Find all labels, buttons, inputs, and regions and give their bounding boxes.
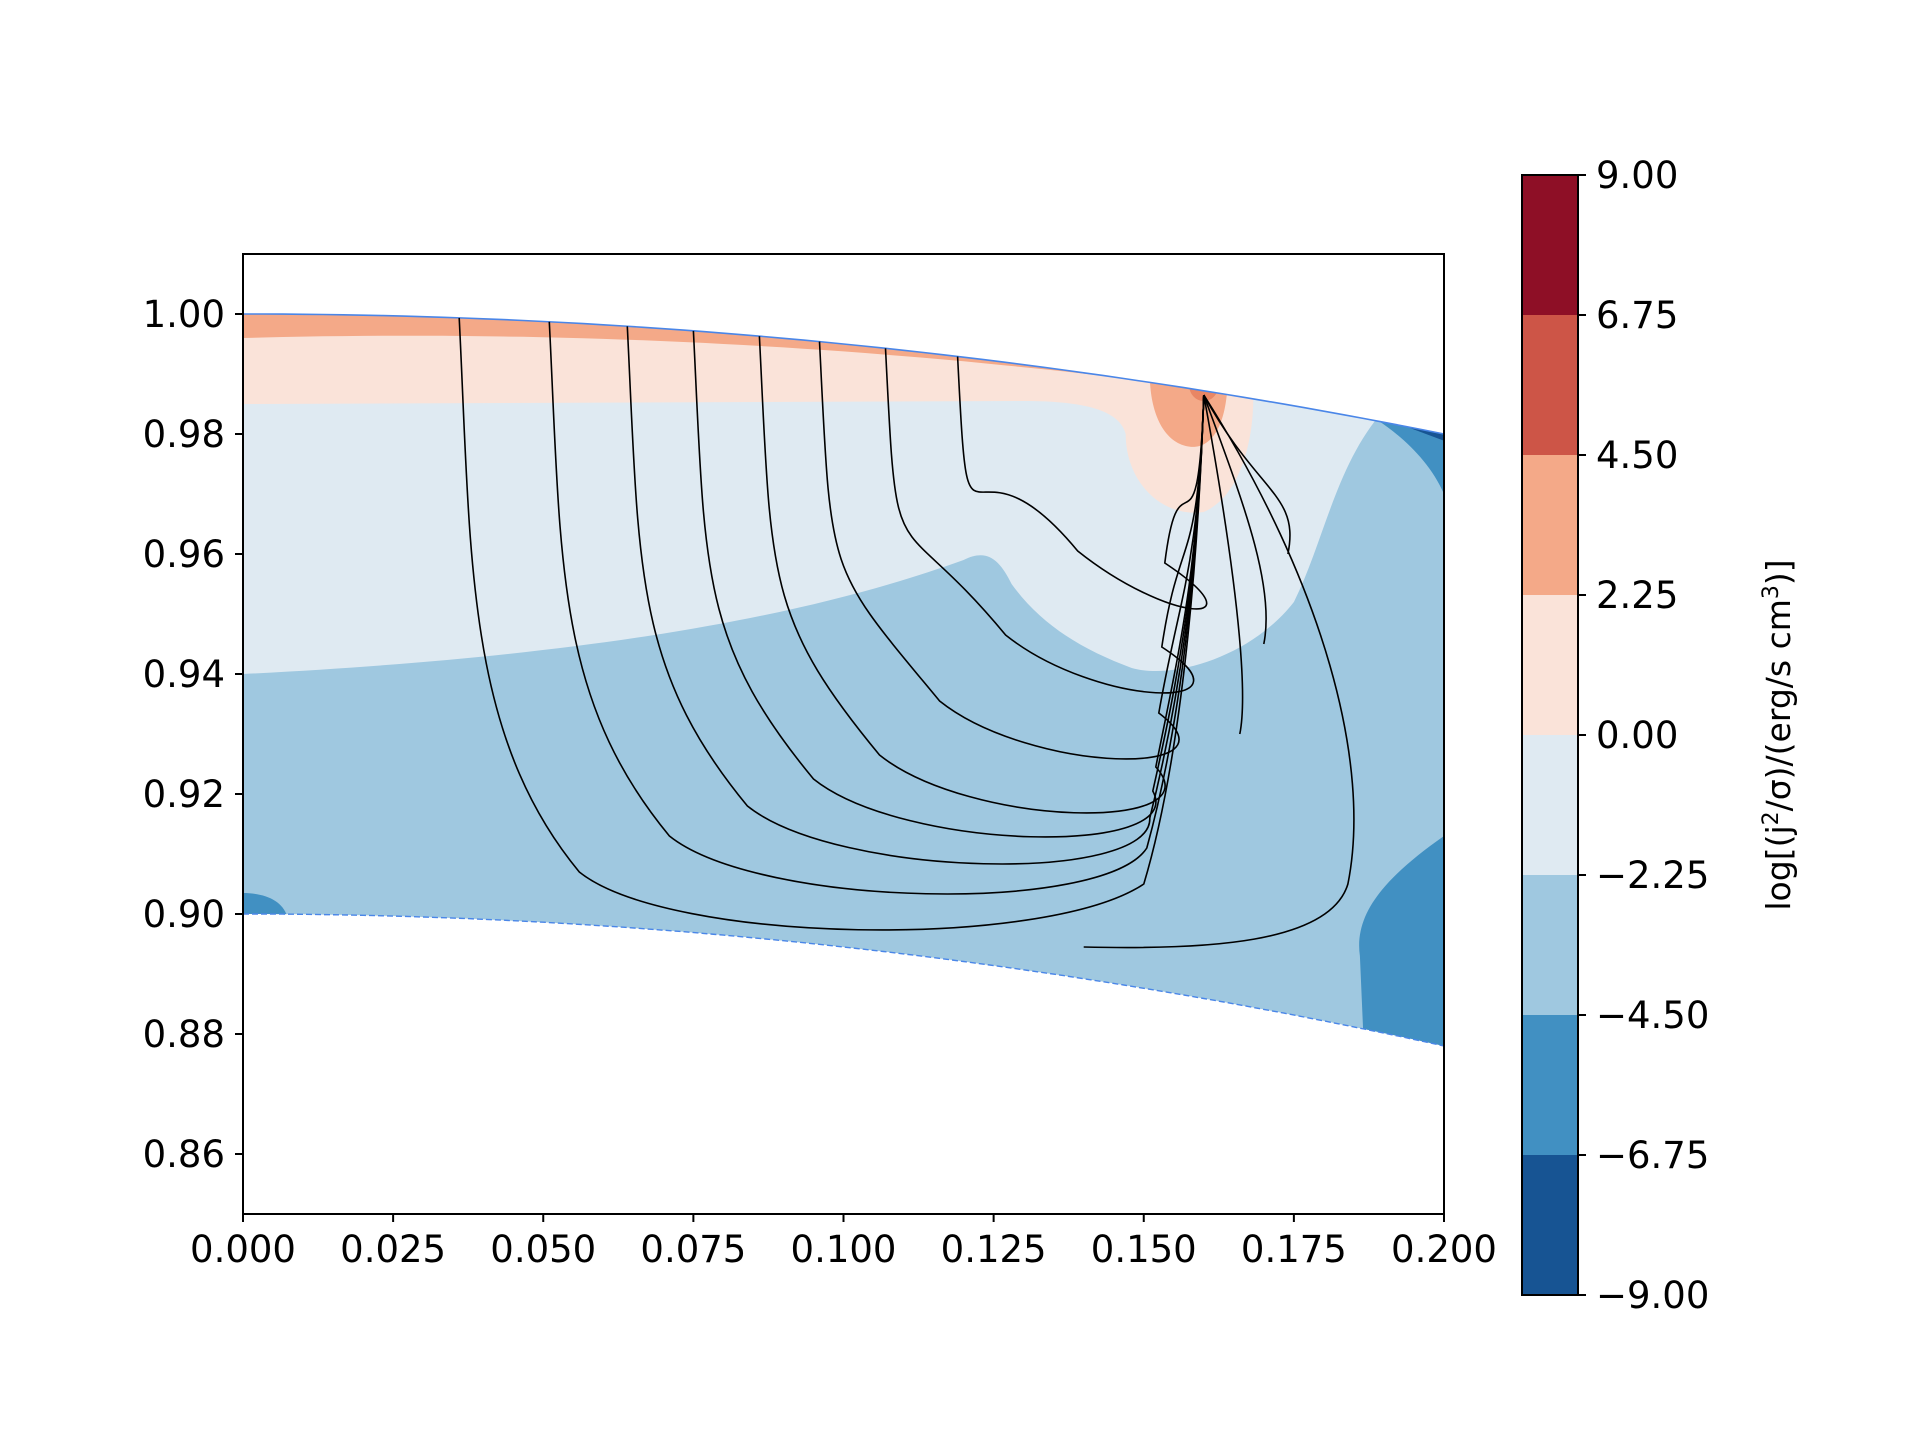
plot-area: [242, 253, 1445, 1215]
field-line: [758, 336, 1205, 814]
y-tick-label: 1.00: [143, 293, 225, 336]
colorbar-band: [1522, 595, 1578, 736]
colorbar-tick-label: 6.75: [1596, 294, 1678, 337]
field-lines: [458, 317, 1355, 949]
x-tick-label: 0.075: [640, 1228, 746, 1271]
colorbar-band: [1522, 735, 1578, 876]
field-line: [1083, 394, 1355, 949]
inner-boundary-line: [243, 913, 1445, 1047]
field-line: [692, 330, 1205, 838]
colorbar-band: [1522, 315, 1578, 456]
x-tick-label: 0.125: [941, 1228, 1047, 1271]
colorbar-tick-label: −2.25: [1596, 854, 1709, 897]
x-tick-label: 0.100: [791, 1228, 897, 1271]
y-tick-label: 0.88: [143, 1013, 225, 1056]
colorbar-tick-label: 4.50: [1596, 434, 1678, 477]
colorbar-band: [1522, 1155, 1578, 1296]
field-line: [1203, 394, 1267, 645]
y-axis: 0.86 0.88 0.90 0.92 0.94 0.96 0.98 1.00: [143, 293, 243, 1176]
field-line: [1203, 394, 1291, 555]
colorbar-band: [1522, 875, 1578, 1016]
colorbar-label: log[(j2/σ)/(erg/s cm3)]: [1759, 559, 1799, 910]
y-tick-label: 0.92: [143, 773, 225, 816]
colorbar-tick-label: 2.25: [1596, 574, 1678, 617]
colorbar-tick-label: −6.75: [1596, 1134, 1709, 1177]
x-tick-label: 0.050: [490, 1228, 596, 1271]
field-line: [458, 317, 1205, 931]
field-line: [818, 341, 1205, 760]
contour-fill: [243, 314, 1444, 1046]
outer-boundary-line: [243, 313, 1445, 435]
y-tick-label: 0.86: [143, 1133, 225, 1176]
colorbar: 9.00 6.75 4.50 2.25 0.00 −2.25 −4.50 −6.75 −9.00…: [1521, 154, 1799, 1317]
field-line: [956, 356, 1208, 610]
contour-region-left-blob: [243, 893, 288, 920]
x-tick-label: 0.200: [1391, 1228, 1497, 1271]
x-tick-label: 0.175: [1241, 1228, 1347, 1271]
colorbar-band: [1522, 455, 1578, 596]
y-tick-label: 0.96: [143, 533, 225, 576]
contour-region-upper-interior: [243, 314, 1444, 674]
colorbar-bands: [1522, 175, 1578, 1296]
field-line: [626, 326, 1205, 865]
colorbar-tick-label: −4.50: [1596, 994, 1709, 1037]
field-line: [1203, 394, 1244, 735]
x-tick-label: 0.000: [190, 1228, 296, 1271]
colorbar-band: [1522, 175, 1578, 316]
x-axis: 0.000 0.025 0.050 0.075 0.100 0.125 0.150 0.175…: [190, 1214, 1497, 1271]
field-line: [884, 348, 1205, 694]
x-tick-label: 0.025: [340, 1228, 446, 1271]
y-tick-label: 0.98: [143, 413, 225, 456]
colorbar-ticks: 9.00 6.75 4.50 2.25 0.00 −2.25 −4.50 −6.75 −9.00: [1578, 154, 1709, 1317]
field-line: [548, 321, 1205, 895]
colorbar-band: [1522, 1015, 1578, 1156]
x-tick-label: 0.150: [1091, 1228, 1197, 1271]
colorbar-tick-label: 0.00: [1596, 714, 1678, 757]
y-tick-label: 0.94: [143, 653, 225, 696]
colorbar-tick-label: −9.00: [1596, 1274, 1709, 1317]
y-tick-label: 0.90: [143, 893, 225, 936]
contour-region-right-lower: [1359, 836, 1444, 1046]
colorbar-tick-label: 9.00: [1596, 154, 1678, 197]
